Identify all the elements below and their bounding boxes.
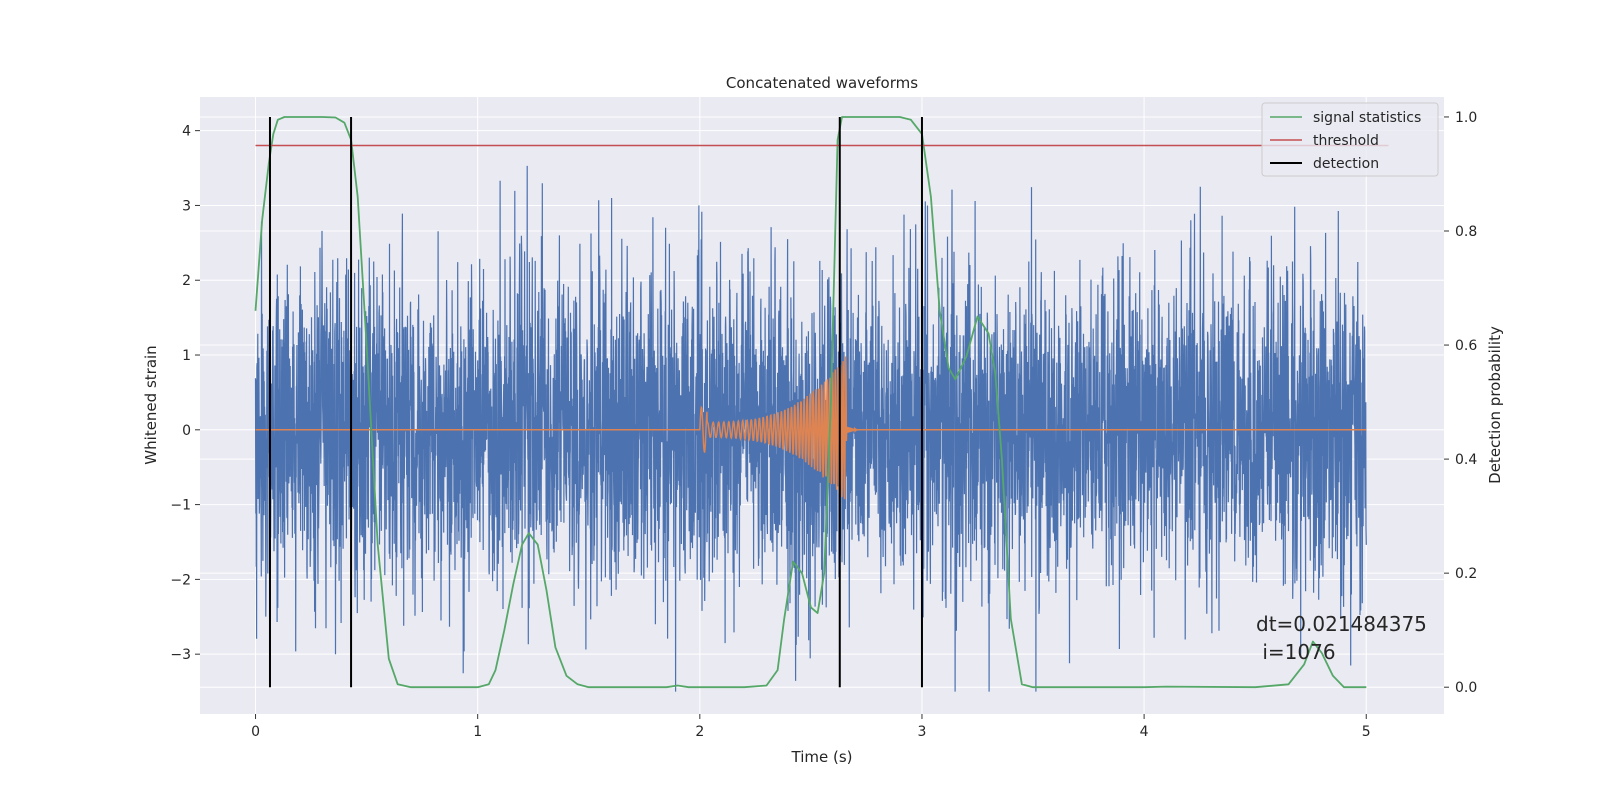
legend-threshold-label: threshold — [1313, 133, 1379, 149]
legend-detection-label: detection — [1313, 156, 1379, 172]
y-left-tick-label: 0 — [182, 423, 191, 439]
y-left-tick-label: −1 — [170, 498, 191, 514]
y-right-tick-label: 1.0 — [1455, 110, 1477, 126]
detection-series — [268, 116, 923, 688]
template-series — [255, 356, 1367, 500]
y-left-tick-label: −2 — [170, 572, 191, 588]
y-right-tick-label: 0.6 — [1455, 338, 1477, 354]
x-tick-label: 5 — [1362, 724, 1371, 740]
y-right-tick-label: 0.2 — [1455, 566, 1477, 582]
x-tick-label: 2 — [695, 724, 704, 740]
y-left-tick-label: 2 — [182, 273, 191, 289]
chart-title: Concatenated waveforms — [726, 74, 918, 92]
x-tick-label: 4 — [1140, 724, 1149, 740]
x-tick-label: 1 — [473, 724, 482, 740]
x-tick-label: 0 — [251, 724, 260, 740]
y-left-axis-ticks: −3 −2 −1 0 1 2 3 4 — [170, 124, 200, 663]
legend-box — [1261, 102, 1439, 177]
y-right-tick-label: 0.4 — [1455, 452, 1477, 468]
y-left-tick-label: 1 — [182, 348, 191, 364]
annotation-dt: dt=0.021484375 — [1256, 612, 1427, 636]
y-right-axis-title: Detection probability — [1486, 326, 1504, 484]
y-left-axis-title: Whitened strain — [142, 345, 160, 464]
x-axis-title: Time (s) — [791, 748, 853, 766]
y-left-tick-label: 4 — [182, 124, 191, 140]
y-left-tick-label: 3 — [182, 198, 191, 214]
y-left-tick-label: −3 — [170, 647, 191, 663]
legend-signal-statistics-label: signal statistics — [1313, 110, 1421, 126]
y-right-tick-label: 0.8 — [1455, 224, 1477, 240]
signal-statistics-line — [254, 116, 1367, 689]
y-right-axis-ticks: 0.0 0.2 0.4 0.6 0.8 1.0 — [1444, 110, 1477, 696]
annotation-index: i=1076 — [1256, 640, 1336, 664]
template-line — [255, 356, 1367, 500]
x-tick-label: 3 — [918, 724, 927, 740]
x-axis-ticks: 0 1 2 3 4 5 — [251, 714, 1371, 740]
y-right-tick-label: 0.0 — [1455, 680, 1477, 696]
signal-statistics-series — [254, 116, 1367, 689]
legend: signal statistics threshold detection — [1261, 102, 1439, 177]
